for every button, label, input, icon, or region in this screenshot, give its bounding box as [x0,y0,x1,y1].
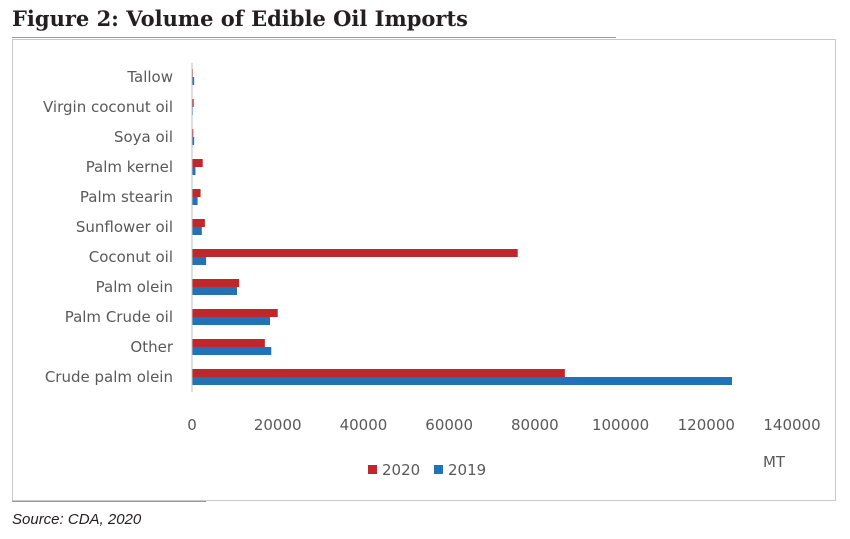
legend-label-2019: 2019 [448,461,486,479]
bar-2019 [192,317,270,325]
x-tick-label: 140000 [763,416,820,434]
bar-2020 [192,369,565,377]
title-rule [12,37,616,38]
legend-swatch-2020 [368,465,377,474]
legend-swatch-2019 [434,465,443,474]
bar-2019 [192,377,732,385]
bar-2020 [192,159,203,167]
bar-2019 [192,137,195,145]
category-label: Tallow [126,68,173,86]
x-tick-label: 80000 [511,416,559,434]
x-unit-label: MT [763,453,786,471]
category-label: Palm Crude oil [65,308,173,326]
bar-2020 [192,189,201,197]
x-tick-label: 100000 [592,416,649,434]
x-tick-labels: 0 20000 40000 60000 80000 100000 120000 140000 [187,416,820,434]
bars-group [192,69,732,385]
category-label: Sunflower oil [76,218,173,236]
bar-2020 [192,129,194,137]
x-tick-label: 120000 [678,416,735,434]
bar-2019 [192,77,195,85]
category-label: Coconut oil [89,248,173,266]
bar-2020 [192,219,205,227]
source-note: Source: CDA, 2020 [12,511,142,528]
x-tick-label: 60000 [425,416,473,434]
category-labels: Crude palm olein Other Palm Crude oil Palm … [43,68,174,386]
x-tick-label: 0 [187,416,197,434]
bar-2019 [192,257,207,265]
bar-2019 [192,167,196,175]
bar-2019 [192,227,202,235]
category-label: Palm olein [96,278,173,296]
x-tick-label: 40000 [340,416,388,434]
category-label: Palm kernel [86,158,173,176]
bar-2020 [192,249,518,257]
category-label: Soya oil [114,128,173,146]
legend: 2020 2019 [368,461,486,479]
category-label: Palm stearin [80,188,173,206]
bar-2019 [192,287,237,295]
legend-label-2020: 2020 [382,461,420,479]
category-label: Virgin coconut oil [43,98,173,116]
bar-2020 [192,309,278,317]
bar-2020 [192,99,194,107]
figure-title: Figure 2: Volume of Edible Oil Imports [12,6,468,31]
bottom-rule [12,501,206,502]
bar-2019 [192,347,272,355]
bar-2020 [192,339,265,347]
category-label: Other [130,338,173,356]
chart-frame [12,39,836,501]
bar-2019 [192,197,198,205]
x-tick-label: 20000 [254,416,302,434]
bar-2020 [192,279,240,287]
category-label: Crude palm olein [45,368,173,386]
